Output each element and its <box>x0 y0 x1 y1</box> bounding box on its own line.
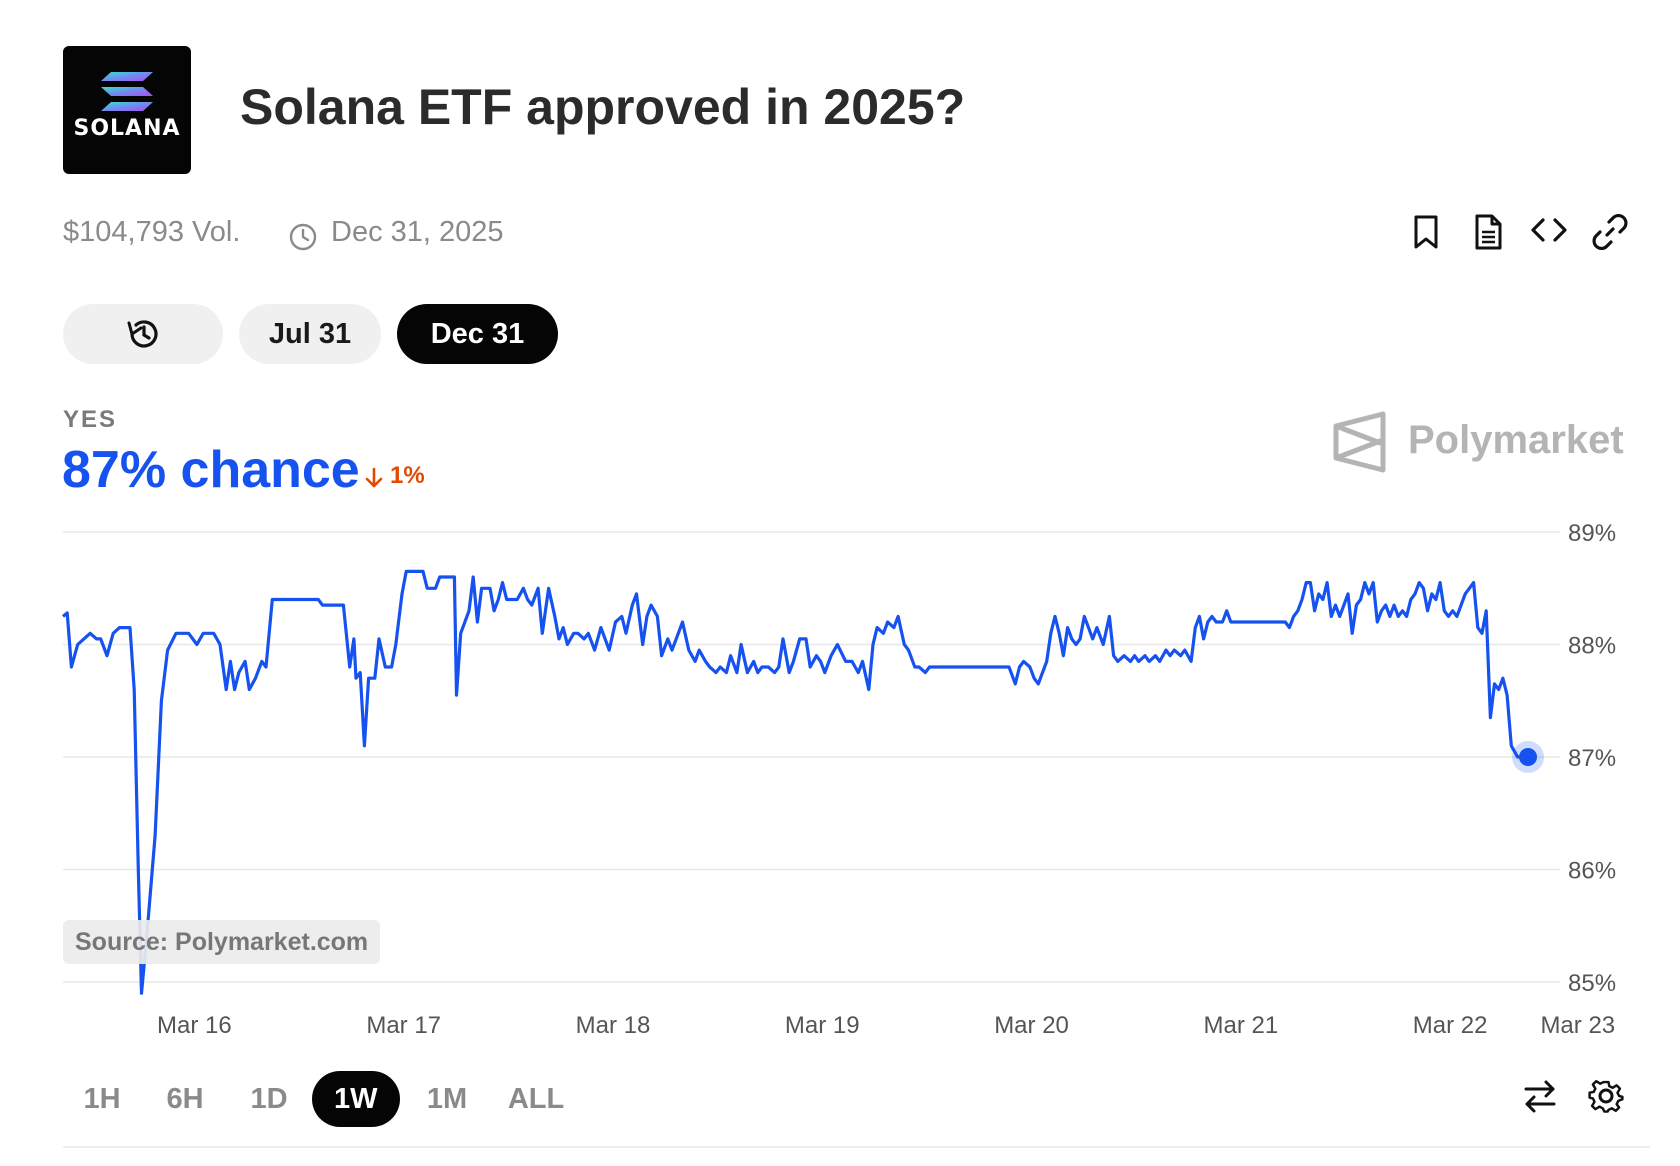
range-6h[interactable]: 6H <box>166 1082 204 1115</box>
x-tick-label: Mar 22 <box>1413 1012 1488 1039</box>
settings-gear-icon[interactable] <box>1586 1076 1626 1116</box>
solana-bars-icon <box>101 72 153 111</box>
tab-history[interactable] <box>63 304 223 364</box>
x-tick-label: Mar 18 <box>576 1012 651 1039</box>
bottom-divider <box>63 1146 1650 1148</box>
polymarket-wordmark: Polymarket <box>1408 418 1624 462</box>
x-tick-label: Mar 21 <box>1203 1012 1278 1039</box>
embed-code-icon[interactable] <box>1529 210 1569 250</box>
end-date-label: Dec 31, 2025 <box>331 216 504 248</box>
outcome-label: YES <box>63 406 118 433</box>
solana-logo: SOLANA <box>63 46 191 174</box>
solana-logo-text: SOLANA <box>73 116 181 141</box>
x-tick-label: Mar 20 <box>994 1012 1069 1039</box>
document-icon[interactable] <box>1468 212 1508 252</box>
chance-value: 87% chance <box>62 441 360 499</box>
y-tick-label: 88% <box>1568 633 1616 660</box>
range-all[interactable]: ALL <box>507 1082 565 1115</box>
x-tick-label: Mar 16 <box>157 1012 232 1039</box>
bookmark-icon[interactable] <box>1406 212 1446 252</box>
source-label: Source: Polymarket.com <box>63 920 381 964</box>
x-tick-label: Mar 17 <box>366 1012 441 1039</box>
x-tick-label: Mar 19 <box>785 1012 860 1039</box>
polymarket-watermark: Polymarket <box>1330 410 1630 474</box>
clock-icon <box>289 223 317 251</box>
x-tick-label: Mar 23 <box>1540 1012 1615 1039</box>
range-1h[interactable]: 1H <box>83 1082 121 1115</box>
tab-dec-31[interactable]: Dec 31 <box>397 304 558 364</box>
polymarket-logo-icon <box>1333 411 1386 473</box>
y-tick-label: 89% <box>1568 520 1616 547</box>
range-1w[interactable]: 1W <box>312 1071 400 1127</box>
range-1m[interactable]: 1M <box>426 1082 468 1115</box>
link-icon[interactable] <box>1590 212 1630 252</box>
swap-arrows-icon[interactable] <box>1520 1076 1560 1116</box>
history-icon <box>127 320 158 348</box>
arrow-down-icon <box>365 467 383 488</box>
market-title: Solana ETF approved in 2025? <box>240 79 966 135</box>
volume-label: $104,793 Vol. <box>63 216 241 248</box>
series-line <box>61 569 1528 995</box>
tab-jul-31[interactable]: Jul 31 <box>239 304 381 364</box>
change-value: 1% <box>390 462 425 489</box>
range-1d[interactable]: 1D <box>250 1082 288 1115</box>
last-point-marker <box>1519 748 1538 766</box>
y-tick-label: 87% <box>1568 745 1616 772</box>
y-tick-label: 86% <box>1568 858 1616 885</box>
y-tick-label: 85% <box>1568 970 1616 997</box>
